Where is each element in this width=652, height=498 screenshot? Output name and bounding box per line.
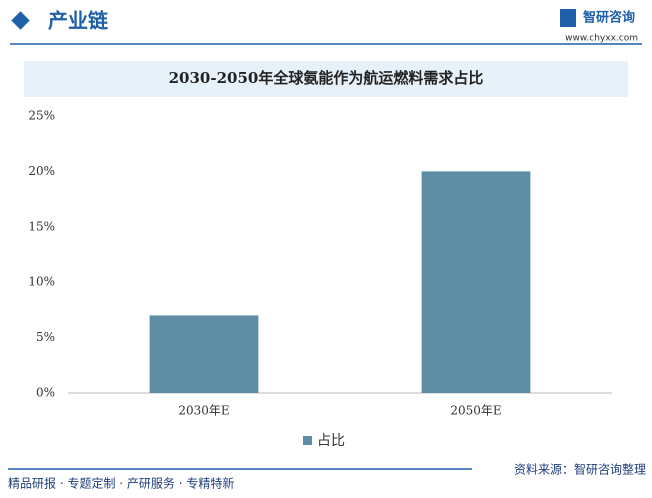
brand-url: www.chyxx.com: [565, 34, 638, 44]
legend-swatch: [303, 436, 312, 445]
y-tick-label: 10%: [28, 275, 55, 289]
brand-logo: [560, 9, 576, 27]
footer-source: 资料来源：智研咨询整理: [514, 462, 646, 477]
y-tick-label: 25%: [28, 109, 55, 123]
title-box: [24, 61, 628, 97]
brand: 智研咨询: [583, 10, 635, 26]
bar: [421, 171, 531, 393]
section-title: 产业链: [48, 9, 109, 33]
footer-left: 精品研报 · 专题定制 · 产研服务 · 专精特新: [8, 476, 234, 491]
y-tick-label: 0%: [36, 386, 55, 400]
chart-title: 2030-2050年全球氨能作为航运燃料需求占比: [169, 69, 484, 87]
y-tick-label: 5%: [36, 330, 55, 344]
x-tick-label: 2050年E: [450, 404, 501, 418]
bar: [149, 315, 259, 393]
y-tick-label: 15%: [28, 219, 55, 233]
header-icon: [11, 11, 30, 30]
x-tick-label: 2030年E: [178, 404, 229, 418]
legend-label: 占比: [317, 433, 345, 449]
y-tick-label: 20%: [28, 164, 55, 178]
